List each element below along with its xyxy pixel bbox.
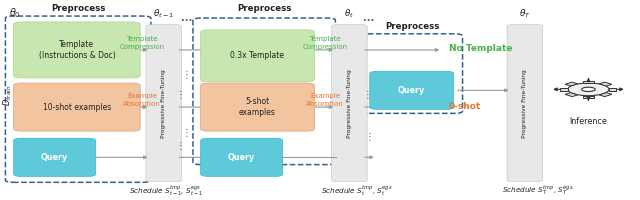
Polygon shape xyxy=(583,81,593,83)
Text: ⋮: ⋮ xyxy=(182,128,191,138)
Text: Example
Absorption: Example Absorption xyxy=(124,93,161,107)
FancyBboxPatch shape xyxy=(13,138,95,176)
FancyBboxPatch shape xyxy=(13,22,140,78)
Text: Schedule $S^{tmp}_{t-1}$, $S^{egs}_{t-1}$: Schedule $S^{tmp}_{t-1}$, $S^{egs}_{t-1}… xyxy=(129,184,203,198)
Text: Template
Compression: Template Compression xyxy=(120,36,164,50)
Text: $\theta_{t-1}$: $\theta_{t-1}$ xyxy=(153,8,174,20)
Polygon shape xyxy=(565,82,578,86)
Text: Template
(Instructions & Doc): Template (Instructions & Doc) xyxy=(38,40,115,60)
Text: 0-shot: 0-shot xyxy=(449,102,481,111)
Text: Progressive Fine-Tuning: Progressive Fine-Tuning xyxy=(161,69,166,138)
Text: 10-shot examples: 10-shot examples xyxy=(43,103,111,112)
Text: ⋮: ⋮ xyxy=(182,70,191,80)
Text: ⋮: ⋮ xyxy=(364,132,374,142)
Text: Progressive Fine-Tuning: Progressive Fine-Tuning xyxy=(347,69,352,138)
Text: ...: ... xyxy=(364,13,374,23)
FancyBboxPatch shape xyxy=(332,25,367,182)
Text: 0.3x Template: 0.3x Template xyxy=(230,51,285,60)
Circle shape xyxy=(582,87,595,91)
Text: Query: Query xyxy=(228,153,255,162)
Text: $\theta_{T}$: $\theta_{T}$ xyxy=(519,8,531,20)
Polygon shape xyxy=(565,93,578,97)
Circle shape xyxy=(568,83,609,96)
FancyBboxPatch shape xyxy=(200,30,314,82)
Polygon shape xyxy=(583,96,593,98)
Text: No Template: No Template xyxy=(449,44,512,53)
Text: $\theta_0$: $\theta_0$ xyxy=(8,7,20,20)
Text: ⋮: ⋮ xyxy=(175,90,185,100)
Text: Schedule $S^{tmp}_{t}$, $S^{egs}_{t}$: Schedule $S^{tmp}_{t}$, $S^{egs}_{t}$ xyxy=(321,184,392,198)
Text: Template
Compression: Template Compression xyxy=(303,36,348,50)
Polygon shape xyxy=(599,93,612,97)
Text: ...: ... xyxy=(181,13,192,23)
Polygon shape xyxy=(609,88,616,91)
Text: ⋮: ⋮ xyxy=(175,141,185,151)
Text: Example
Absorption: Example Absorption xyxy=(307,93,344,107)
Text: ⋮: ⋮ xyxy=(363,90,372,100)
Text: Query: Query xyxy=(41,153,68,162)
Text: Inference: Inference xyxy=(570,117,607,126)
FancyBboxPatch shape xyxy=(370,71,454,109)
FancyBboxPatch shape xyxy=(146,25,182,182)
FancyBboxPatch shape xyxy=(200,138,283,176)
Text: Query: Query xyxy=(398,86,426,95)
Text: Preprocess: Preprocess xyxy=(237,4,291,13)
Text: Progressive Fine-Tuning: Progressive Fine-Tuning xyxy=(522,69,527,138)
Text: Schedule $S^{tmp}_{T}$, $S^{egs}_{T}$: Schedule $S^{tmp}_{T}$, $S^{egs}_{T}$ xyxy=(502,184,573,197)
Text: 5-shot
examples: 5-shot examples xyxy=(239,97,276,117)
FancyBboxPatch shape xyxy=(507,25,543,182)
Polygon shape xyxy=(599,82,612,86)
Text: Preprocess: Preprocess xyxy=(385,22,440,31)
FancyBboxPatch shape xyxy=(13,83,140,131)
Text: $\theta_{t}$: $\theta_{t}$ xyxy=(344,8,355,20)
Text: Preprocess: Preprocess xyxy=(51,4,106,13)
Text: $D_{train}$: $D_{train}$ xyxy=(2,84,14,106)
Polygon shape xyxy=(561,88,568,91)
FancyBboxPatch shape xyxy=(200,83,314,131)
